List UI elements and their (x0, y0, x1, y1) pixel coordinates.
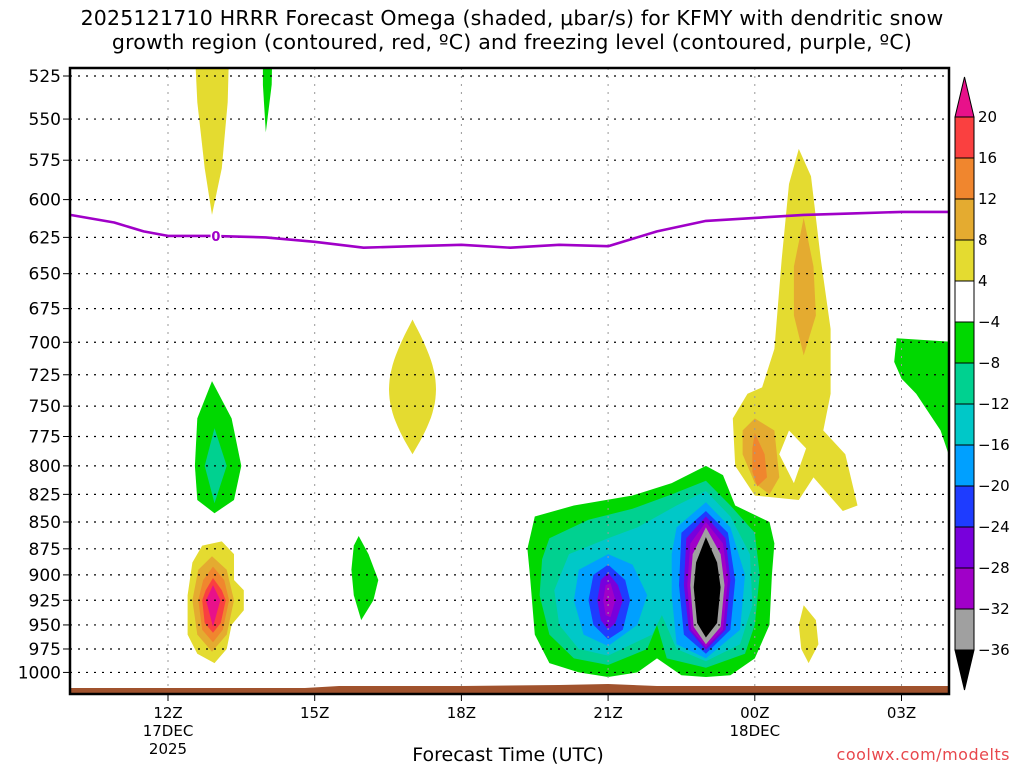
colorbar-swatch (954, 239, 975, 282)
colorbar-swatch (954, 444, 975, 487)
chart-title-line1: 2025121710 HRRR Forecast Omega (shaded, … (80, 6, 944, 30)
y-tick-label: 975 (29, 640, 61, 660)
y-tick-label: 650 (29, 265, 61, 285)
omega-region-descent-lower-orange12 (752, 432, 767, 487)
omega-region-right-core-black (693, 537, 721, 638)
colorbar-bottom-arrow (954, 649, 975, 691)
colorbar-swatch (954, 485, 975, 528)
y-tick-label: 825 (29, 485, 61, 505)
x-tick-label: 00Z (740, 704, 769, 722)
colorbar-label: −36 (978, 641, 1010, 659)
y-tick-label: 625 (29, 228, 61, 248)
omega-region-upper-yellow (195, 68, 229, 215)
y-tick-label: 875 (29, 540, 61, 560)
colorbar-label: 12 (978, 190, 997, 208)
y-tick-label: 850 (29, 513, 61, 533)
colorbar-label: −12 (978, 395, 1010, 413)
y-tick-label: 775 (29, 427, 61, 447)
colorbar-label: 16 (978, 149, 997, 167)
colorbar-swatch (954, 526, 975, 569)
colorbar-swatch (954, 198, 975, 241)
freezing-level: 0 (70, 210, 949, 249)
y-tick-label: 800 (29, 457, 61, 477)
colorbar-label: 4 (978, 272, 988, 290)
x-tick-date: 18DEC (730, 722, 781, 740)
chart-title: 2025121710 HRRR Forecast Omega (shaded, … (0, 6, 1024, 54)
y-tick-label: 600 (29, 191, 61, 211)
colorbar-label: −24 (978, 518, 1010, 536)
omega-region-descent-yellow (732, 148, 858, 511)
freezing-level-label: 0 (211, 230, 220, 245)
omega-region-descent-hole (779, 430, 807, 484)
y-tick-label: 925 (29, 591, 61, 611)
colorbar-swatch (954, 362, 975, 405)
x-axis-title: Forecast Time (UTC) (412, 744, 604, 766)
omega-region-left-low-magenta20 (206, 585, 221, 627)
y-tick-label: 750 (29, 397, 61, 417)
y-tick-label: 550 (29, 110, 61, 130)
colorbar-label: −16 (978, 436, 1010, 454)
omega-region-descent-upper-orange8 (793, 217, 816, 356)
colorbar-swatch (954, 567, 975, 610)
y-tick-label: 575 (29, 151, 61, 171)
colorbar-label: −20 (978, 477, 1010, 495)
x-tick-label: 15Z (300, 704, 329, 722)
omega-region-small-green (351, 536, 379, 621)
omega-region-small-yellow-low (798, 605, 819, 664)
x-tick-label: 12Z (153, 704, 182, 722)
omega-region-yellow-17z (389, 319, 436, 455)
y-tick-label: 525 (29, 67, 61, 87)
omega-region-left-core-p28 (603, 583, 616, 618)
x-tick-label: 03Z (887, 704, 916, 722)
omega-shading (187, 68, 949, 677)
x-tick-label: 21Z (593, 704, 622, 722)
y-tick-label: 1000 (18, 663, 61, 683)
colorbar-label: −32 (978, 600, 1010, 618)
terrain-ground (70, 684, 949, 694)
y-tick-label: 675 (29, 300, 61, 320)
plot-frame (68, 66, 951, 696)
x-tick-date: 17DEC (143, 722, 194, 740)
colorbar-swatch (954, 608, 975, 651)
colorbar-swatch (954, 321, 975, 364)
colorbar-swatch (954, 157, 975, 200)
y-tick-label: 900 (29, 566, 61, 586)
colorbar-label: −28 (978, 559, 1010, 577)
y-tick-label: 725 (29, 366, 61, 386)
x-tick-label: 18Z (447, 704, 476, 722)
colorbar-label: 20 (978, 108, 997, 126)
colorbar-label: −4 (978, 313, 1000, 331)
freezing-level-line (70, 210, 949, 249)
colorbar-label: 8 (978, 231, 988, 249)
colorbar-top-arrow (954, 76, 975, 118)
y-tick-label: 950 (29, 616, 61, 636)
terrain-surface (70, 684, 949, 694)
credit-link[interactable]: coolwx.com/modelts (836, 745, 1010, 764)
colorbar: 20 16 12 8 4 −4 −8 −12 −16 −20 −24 −28 −32 −36 (954, 76, 1010, 691)
y-axis: 525 550 575 600 625 650 675 700 725 750 775 800 825 8… (18, 67, 70, 683)
omega-region-upper-green (262, 68, 272, 133)
grid-lines (70, 68, 949, 694)
y-tick-label: 700 (29, 333, 61, 353)
colorbar-swatch (954, 116, 975, 159)
colorbar-swatch (954, 403, 975, 446)
x-tick-year: 2025 (149, 740, 187, 758)
colorbar-label: −8 (978, 354, 1000, 372)
colorbar-swatch (954, 280, 975, 323)
chart-title-line2: growth region (contoured, red, ºC) and f… (111, 30, 913, 54)
omega-region-right-edge-green (894, 338, 949, 456)
